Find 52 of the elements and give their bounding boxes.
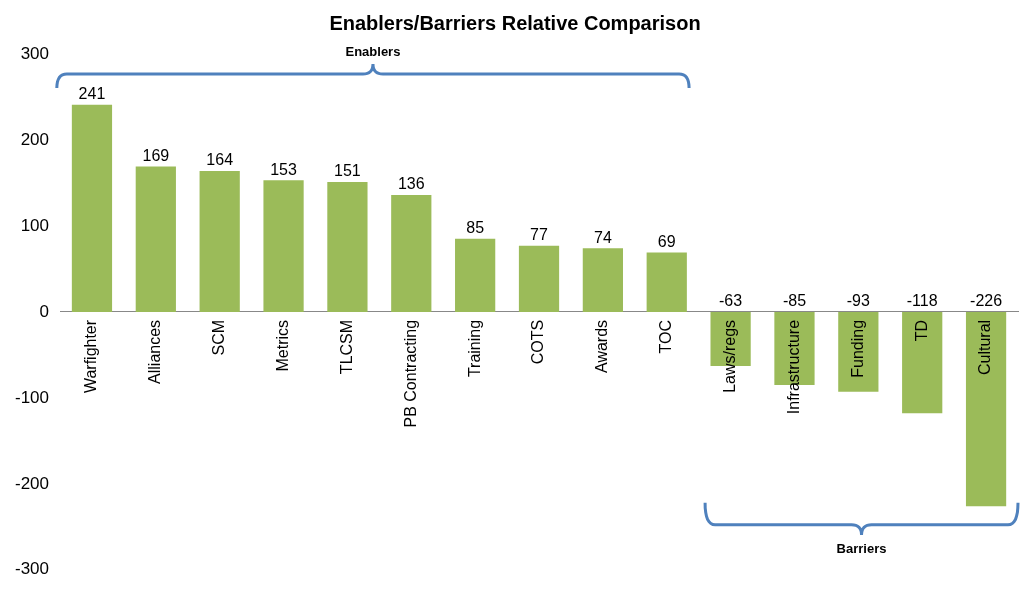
data-label: 169 bbox=[142, 147, 170, 165]
bar bbox=[518, 245, 560, 312]
x-tick-label: TOC bbox=[657, 319, 675, 354]
bar bbox=[646, 252, 687, 312]
data-label: -85 bbox=[782, 292, 807, 310]
data-label: 241 bbox=[78, 85, 106, 103]
bar bbox=[391, 194, 432, 312]
y-tick-label: 300 bbox=[20, 43, 50, 63]
x-tick-label: PB Contracting bbox=[401, 319, 419, 428]
data-label: 164 bbox=[206, 151, 234, 169]
data-label: -118 bbox=[906, 292, 938, 310]
x-tick-label: TD bbox=[912, 319, 930, 342]
x-tick-label: COTS bbox=[529, 319, 547, 365]
bar bbox=[455, 238, 496, 312]
x-tick-label: Funding bbox=[848, 319, 866, 378]
chart-title: Enablers/Barriers Relative Comparison bbox=[329, 11, 701, 34]
data-label: 85 bbox=[466, 219, 485, 237]
y-tick-label: -300 bbox=[14, 559, 50, 579]
bar bbox=[902, 311, 943, 414]
y-tick-label: 100 bbox=[20, 215, 50, 235]
y-tick-label: -100 bbox=[14, 387, 50, 407]
y-tick-label: 0 bbox=[39, 301, 50, 321]
x-tick-label: Training bbox=[465, 319, 483, 378]
data-label: -226 bbox=[970, 292, 1003, 310]
bar bbox=[135, 166, 176, 312]
data-label: 151 bbox=[334, 162, 361, 180]
bar bbox=[263, 180, 304, 312]
x-tick-label: Infrastructure bbox=[784, 319, 802, 415]
data-label: 153 bbox=[270, 160, 297, 178]
x-tick-label: Warfighter bbox=[82, 319, 100, 394]
x-tick-label: Laws/regs bbox=[721, 319, 739, 393]
data-label: 69 bbox=[657, 232, 676, 250]
x-tick-label: Alliances bbox=[146, 319, 164, 384]
bar bbox=[582, 248, 623, 312]
y-tick-label: -200 bbox=[14, 473, 50, 493]
data-label: -93 bbox=[846, 292, 870, 310]
data-label: 74 bbox=[593, 228, 612, 246]
x-tick-label: TLCSM bbox=[337, 319, 355, 375]
data-label: 77 bbox=[530, 226, 549, 244]
data-label: -63 bbox=[719, 292, 743, 310]
annotation: Enablers bbox=[344, 44, 402, 59]
y-tick-label: 200 bbox=[20, 129, 50, 149]
bar bbox=[327, 182, 368, 312]
annotation: Barriers bbox=[835, 540, 888, 556]
x-tick-label: SCM bbox=[210, 319, 228, 356]
x-tick-label: Awards bbox=[593, 319, 611, 373]
bar bbox=[71, 104, 113, 312]
x-tick-label: Metrics bbox=[273, 319, 291, 372]
x-tick-label: Cultural bbox=[976, 319, 994, 376]
bar bbox=[199, 170, 240, 312]
data-label: 136 bbox=[397, 175, 425, 193]
bar bbox=[965, 311, 1007, 507]
